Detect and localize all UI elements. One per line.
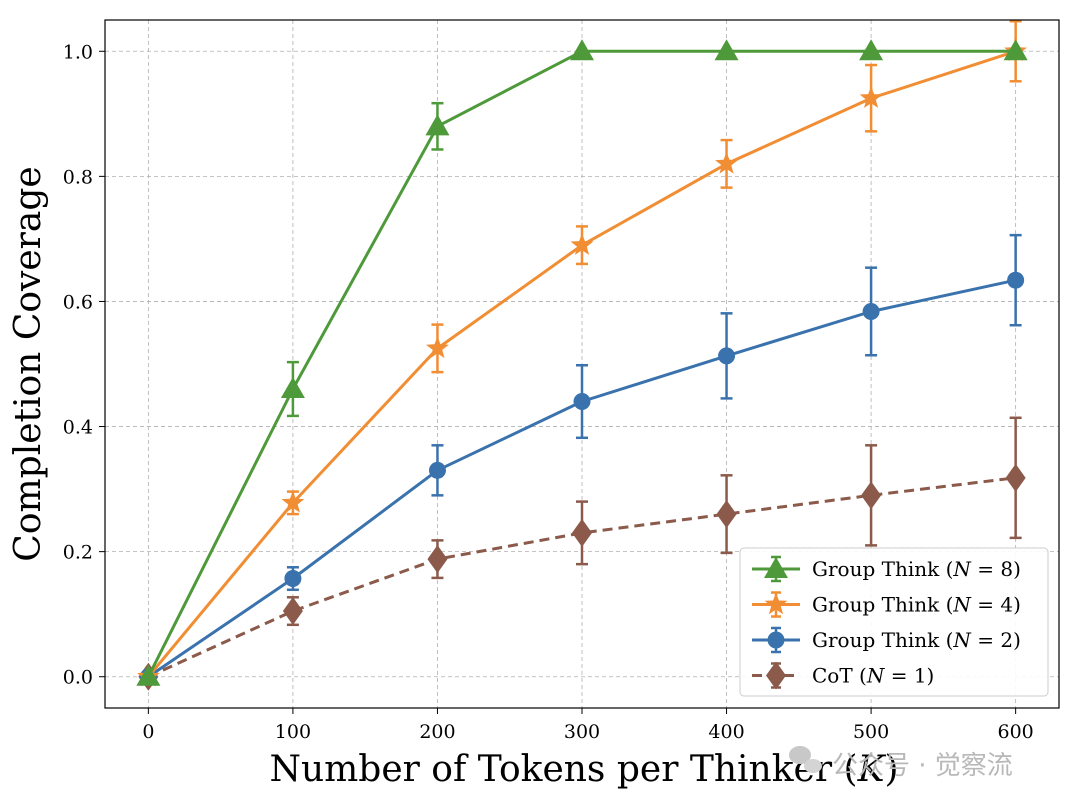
data-point bbox=[136, 664, 161, 686]
data-point bbox=[714, 39, 739, 61]
y-tick-label: 1.0 bbox=[63, 41, 93, 63]
data-point bbox=[281, 490, 305, 513]
x-tick-label: 500 bbox=[853, 721, 889, 743]
legend: Group Think (N = 8) Group Think (N = 4) Gr… bbox=[739, 547, 1049, 697]
data-point bbox=[859, 86, 883, 108]
data-point bbox=[570, 233, 594, 255]
legend-marker bbox=[764, 557, 788, 578]
data-point bbox=[427, 545, 448, 574]
x-tick-label: 100 bbox=[275, 721, 311, 743]
y-tick-label: 0.8 bbox=[63, 166, 93, 188]
data-point bbox=[573, 393, 591, 411]
plot-area bbox=[136, 20, 1028, 691]
legend-item: CoT (N = 1) bbox=[752, 661, 934, 690]
x-tick-label: 200 bbox=[419, 721, 455, 743]
data-point bbox=[428, 461, 446, 479]
x-tick-label: 0 bbox=[142, 721, 154, 743]
data-point bbox=[280, 377, 305, 399]
data-point bbox=[1007, 271, 1025, 289]
legend-marker bbox=[767, 631, 785, 649]
data-point bbox=[570, 39, 594, 61]
data-point bbox=[859, 39, 884, 61]
data-point bbox=[862, 302, 880, 320]
legend-item: Group Think (N = 4) bbox=[752, 591, 1021, 618]
data-point bbox=[425, 114, 450, 136]
legend-label: CoT (N = 1) bbox=[812, 664, 934, 688]
data-point bbox=[715, 151, 738, 174]
y-axis-title: Completion Coverage bbox=[8, 166, 49, 561]
data-point bbox=[718, 347, 736, 365]
axis-ticks: 0 100 200 300 400 500 600 0.0 0.2 0.4 0.6 0.8 1.0 bbox=[63, 41, 1034, 743]
series-0 bbox=[136, 39, 1028, 686]
legend-item: Group Think (N = 8) bbox=[752, 555, 1021, 583]
legend-item: Group Think (N = 2) bbox=[752, 626, 1021, 654]
legend-label: Group Think (N = 8) bbox=[812, 557, 1021, 581]
watermark: 公众号 · 觉察流 bbox=[789, 746, 1013, 781]
wechat-icon bbox=[789, 746, 822, 773]
x-tick-label: 300 bbox=[564, 721, 600, 743]
data-point bbox=[861, 481, 882, 510]
data-point bbox=[572, 518, 592, 547]
y-tick-label: 0.0 bbox=[63, 667, 93, 689]
x-tick-label: 600 bbox=[998, 721, 1034, 743]
data-point bbox=[426, 336, 449, 359]
legend-label: Group Think (N = 4) bbox=[812, 593, 1021, 617]
data-point bbox=[1003, 39, 1028, 61]
x-axis-title: Number of Tokens per Thinker (K) bbox=[269, 749, 898, 790]
x-tick-label: 400 bbox=[708, 721, 744, 743]
y-tick-label: 0.2 bbox=[63, 542, 93, 564]
data-point bbox=[282, 597, 303, 626]
data-point bbox=[284, 570, 302, 588]
legend-label: Group Think (N = 2) bbox=[812, 628, 1021, 652]
watermark-text: 公众号 · 觉察流 bbox=[832, 751, 1013, 781]
legend-marker bbox=[766, 661, 786, 690]
data-point bbox=[1005, 463, 1026, 492]
legend-box bbox=[739, 547, 1049, 697]
y-tick-label: 0.6 bbox=[63, 291, 93, 313]
legend-marker bbox=[764, 592, 788, 615]
y-tick-label: 0.4 bbox=[63, 417, 93, 439]
data-point bbox=[716, 500, 737, 529]
